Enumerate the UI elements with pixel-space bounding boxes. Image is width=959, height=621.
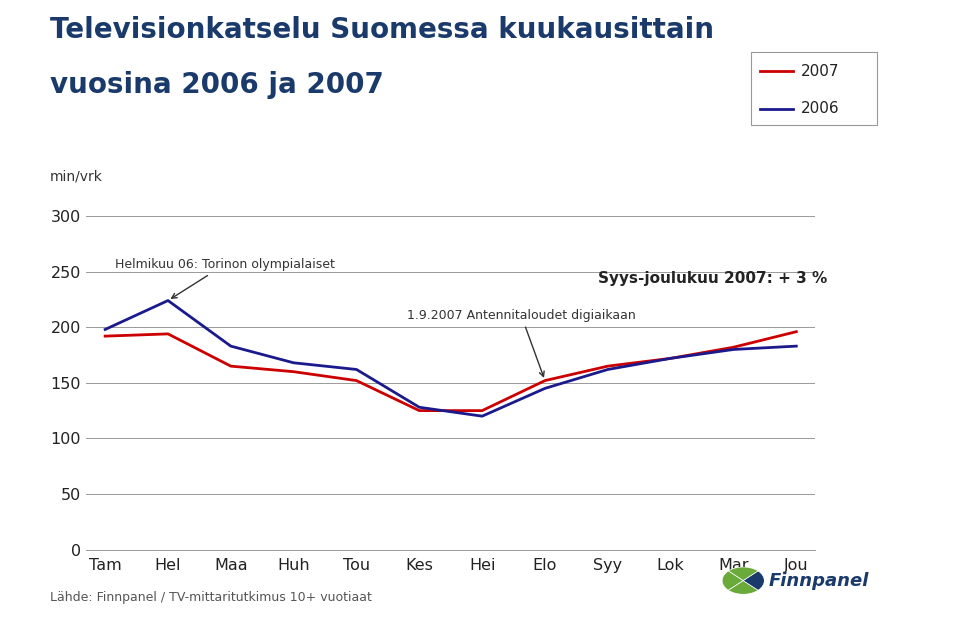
Text: 2007: 2007 xyxy=(801,64,839,79)
Text: Televisionkatselu Suomessa kuukausittain: Televisionkatselu Suomessa kuukausittain xyxy=(50,16,713,43)
Text: Finnpanel: Finnpanel xyxy=(769,572,870,589)
Text: vuosina 2006 ja 2007: vuosina 2006 ja 2007 xyxy=(50,71,384,99)
Text: Lähde: Finnpanel / TV-mittaritutkimus 10+ vuotiaat: Lähde: Finnpanel / TV-mittaritutkimus 10… xyxy=(50,591,372,604)
Wedge shape xyxy=(743,571,764,591)
Text: min/vrk: min/vrk xyxy=(50,169,103,183)
Text: 1.9.2007 Antennitaloudet digiaikaan: 1.9.2007 Antennitaloudet digiaikaan xyxy=(407,309,636,376)
Wedge shape xyxy=(728,581,759,594)
Text: Helmikuu 06: Torinon olympialaiset: Helmikuu 06: Torinon olympialaiset xyxy=(114,258,335,298)
Wedge shape xyxy=(722,571,743,591)
Wedge shape xyxy=(728,567,759,581)
Text: Syys-joulukuu 2007: + 3 %: Syys-joulukuu 2007: + 3 % xyxy=(598,271,828,286)
Text: 2006: 2006 xyxy=(801,101,839,116)
